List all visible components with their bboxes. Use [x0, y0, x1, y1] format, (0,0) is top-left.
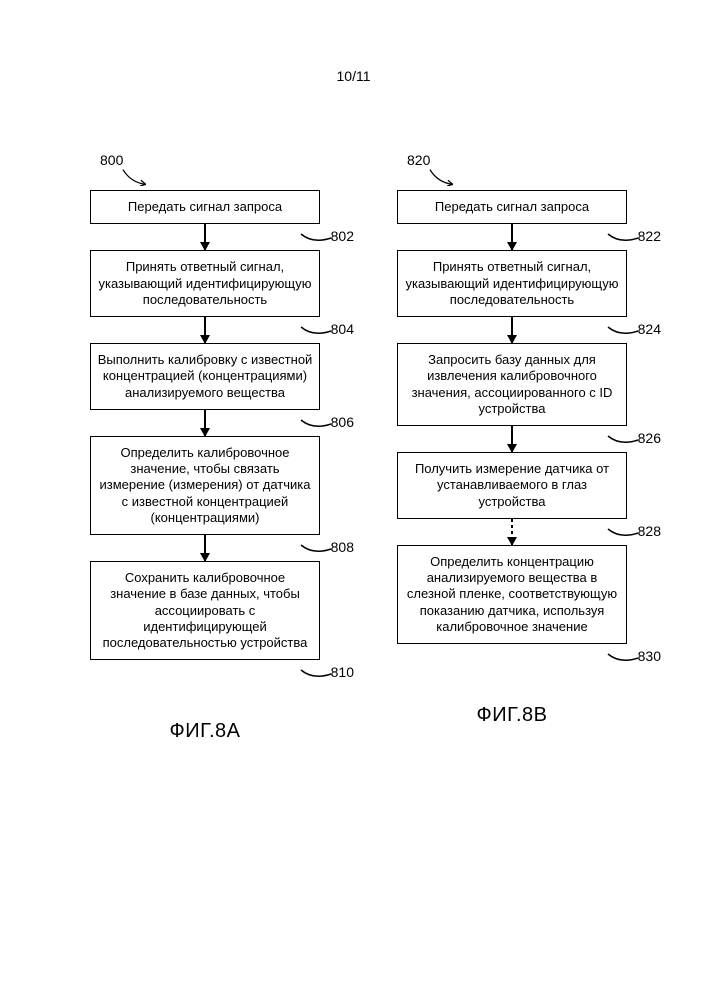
arrow-down-icon: [204, 317, 206, 343]
arrow-down-icon: [511, 317, 513, 343]
step-box: Определить калибровочное значение, чтобы…: [90, 436, 320, 535]
step-ref: 806: [331, 414, 354, 430]
leader-curve-icon: [606, 432, 642, 450]
flowchart-step: Определить концентрацию анализируемого в…: [387, 545, 637, 644]
flowchart-b: 820 Передать сигнал запроса 822: [387, 190, 637, 743]
leader-curve-icon: [606, 323, 642, 341]
flowchart-step: Выполнить калибровку с известной концент…: [80, 343, 330, 410]
step-box: Получить измерение датчика от устанавлив…: [397, 452, 627, 519]
leader-curve-icon: [299, 541, 335, 559]
flowchart-step: Принять ответный сигнал, указывающий иде…: [80, 250, 330, 317]
step-ref: 802: [331, 228, 354, 244]
step-box: Запросить базу данных для извлечения кал…: [397, 343, 627, 426]
flowchart-step: Передать сигнал запроса 822: [387, 190, 637, 224]
flowchart-step: Получить измерение датчика от устанавлив…: [387, 452, 637, 519]
step-box: Сохранить калибровочное значение в базе …: [90, 561, 320, 660]
arrow-down-icon: [511, 426, 513, 452]
flowchart-step: Передать сигнал запроса 802: [80, 190, 330, 224]
leader-curve-icon: [299, 230, 335, 248]
leader-arrow-icon: [425, 168, 461, 186]
ref-label: 800: [100, 152, 123, 168]
flowchart-a-top-ref: 800: [100, 152, 123, 168]
flowchart-b-top-ref: 820: [407, 152, 430, 168]
page: 10/11 800 Передать сигнал запроса 802: [0, 0, 707, 1000]
leader-curve-icon: [299, 666, 335, 684]
figure-caption: ФИГ.8A: [170, 720, 241, 743]
flowchart-a: 800 Передать сигнал запроса 802: [80, 190, 330, 743]
flowchart-step: Принять ответный сигнал, указывающий иде…: [387, 250, 637, 317]
page-number: 10/11: [0, 68, 707, 84]
arrow-down-icon: [511, 224, 513, 250]
leader-arrow-icon: [118, 168, 154, 186]
flowcharts-container: 800 Передать сигнал запроса 802: [80, 190, 637, 743]
arrow-down-icon: [204, 410, 206, 436]
step-box: Передать сигнал запроса: [397, 190, 627, 224]
ref-label: 820: [407, 152, 430, 168]
arrow-down-icon: [204, 535, 206, 561]
step-box: Выполнить калибровку с известной концент…: [90, 343, 320, 410]
flowchart-step: Определить калибровочное значение, чтобы…: [80, 436, 330, 535]
flowchart-step: Сохранить калибровочное значение в базе …: [80, 561, 330, 660]
leader-curve-icon: [299, 323, 335, 341]
leader-curve-icon: [299, 416, 335, 434]
step-ref: 822: [638, 228, 661, 244]
step-box: Принять ответный сигнал, указывающий иде…: [397, 250, 627, 317]
step-box: Передать сигнал запроса: [90, 190, 320, 224]
step-ref: 810: [331, 664, 354, 680]
step-ref: 804: [331, 321, 354, 337]
step-ref: 830: [638, 648, 661, 664]
step-ref: 828: [638, 523, 661, 539]
step-box: Определить концентрацию анализируемого в…: [397, 545, 627, 644]
leader-curve-icon: [606, 230, 642, 248]
step-ref: 826: [638, 430, 661, 446]
step-ref: 824: [638, 321, 661, 337]
figure-caption: ФИГ.8B: [477, 704, 548, 727]
arrow-down-dotted-icon: [511, 519, 513, 545]
step-ref: 808: [331, 539, 354, 555]
leader-curve-icon: [606, 525, 642, 543]
flowchart-step: Запросить базу данных для извлечения кал…: [387, 343, 637, 426]
arrow-down-icon: [204, 224, 206, 250]
leader-curve-icon: [606, 650, 642, 668]
step-box: Принять ответный сигнал, указывающий иде…: [90, 250, 320, 317]
